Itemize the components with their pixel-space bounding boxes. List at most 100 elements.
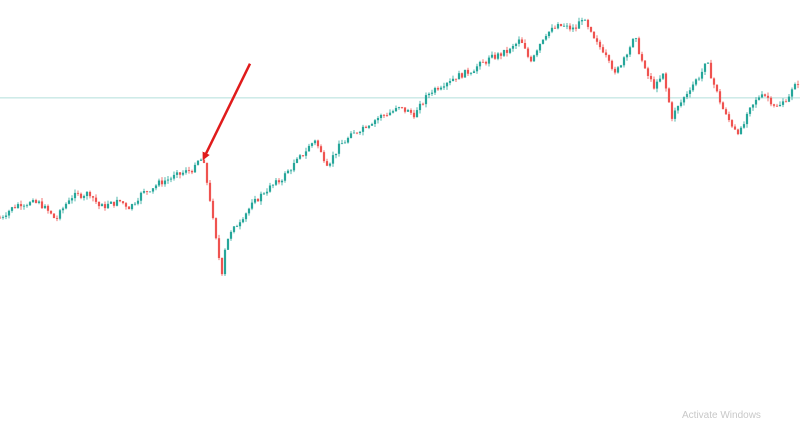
candle bbox=[709, 59, 713, 79]
candle bbox=[772, 103, 776, 108]
candle bbox=[76, 190, 80, 196]
candle-body bbox=[355, 132, 359, 134]
candle bbox=[529, 55, 533, 63]
candle-body bbox=[274, 180, 278, 185]
candle bbox=[19, 200, 23, 210]
candle bbox=[736, 128, 740, 136]
candle-body bbox=[592, 31, 596, 39]
candle-body bbox=[763, 94, 767, 96]
candle-body bbox=[34, 200, 38, 203]
candle-body bbox=[340, 143, 344, 145]
candle-body bbox=[580, 20, 584, 22]
candle-body bbox=[643, 60, 647, 69]
candle bbox=[385, 112, 389, 117]
candle-body bbox=[412, 112, 416, 118]
candle bbox=[499, 52, 503, 60]
candle bbox=[421, 102, 425, 106]
candle bbox=[229, 230, 233, 241]
candle-body bbox=[478, 61, 482, 67]
candle-body bbox=[619, 65, 623, 68]
candle bbox=[49, 210, 53, 215]
candle bbox=[160, 177, 164, 187]
candle-body bbox=[463, 69, 467, 78]
candle-body bbox=[55, 218, 59, 219]
candle-body bbox=[784, 101, 788, 103]
candle-body bbox=[148, 191, 152, 193]
candle bbox=[781, 98, 785, 108]
candle bbox=[451, 75, 455, 82]
candle bbox=[331, 151, 335, 167]
candle bbox=[784, 99, 788, 103]
candle bbox=[796, 80, 800, 89]
candle-body bbox=[331, 155, 335, 164]
candle bbox=[148, 191, 152, 193]
candle bbox=[415, 107, 419, 118]
candle bbox=[388, 109, 392, 116]
candle-body bbox=[79, 193, 83, 198]
candle-body bbox=[379, 114, 383, 119]
candle-body bbox=[373, 120, 377, 125]
candle bbox=[328, 162, 332, 168]
candle-body bbox=[571, 27, 575, 30]
candle-body bbox=[241, 219, 245, 223]
candle-body bbox=[82, 196, 86, 198]
candle-body bbox=[85, 191, 89, 197]
candle-body bbox=[310, 143, 314, 146]
candle bbox=[733, 124, 737, 131]
candle-body bbox=[337, 143, 341, 154]
candle bbox=[286, 169, 290, 174]
candle bbox=[466, 67, 470, 76]
candle bbox=[139, 191, 143, 205]
candle bbox=[577, 17, 581, 29]
candle-body bbox=[595, 38, 599, 42]
candle-body bbox=[256, 198, 260, 202]
candle-body bbox=[508, 48, 512, 53]
candle-body bbox=[622, 57, 626, 66]
candle bbox=[271, 184, 275, 189]
candle-body bbox=[499, 53, 503, 56]
candle bbox=[406, 108, 410, 112]
candle-body bbox=[745, 113, 749, 125]
candle bbox=[553, 25, 557, 29]
candle bbox=[79, 192, 83, 200]
candle-body bbox=[289, 170, 293, 172]
candle-body bbox=[661, 73, 665, 79]
candle-body bbox=[418, 103, 422, 111]
candle bbox=[10, 206, 14, 213]
candle-body bbox=[721, 102, 725, 110]
candle bbox=[1, 215, 5, 220]
candle-body bbox=[709, 62, 713, 79]
candle bbox=[13, 204, 17, 209]
candle-body bbox=[247, 208, 251, 214]
candle-body bbox=[19, 204, 23, 207]
candle bbox=[745, 112, 749, 128]
candle-body bbox=[151, 188, 155, 192]
candle bbox=[568, 23, 572, 32]
candle bbox=[334, 153, 338, 159]
candle bbox=[760, 91, 764, 99]
candle bbox=[166, 175, 170, 184]
candle-body bbox=[688, 90, 692, 94]
candle-body bbox=[178, 172, 182, 175]
candle-body bbox=[652, 79, 656, 89]
candle bbox=[571, 24, 575, 33]
candle bbox=[400, 106, 404, 109]
candle-body bbox=[223, 249, 227, 275]
candle bbox=[520, 37, 524, 44]
candle bbox=[523, 39, 527, 49]
candle bbox=[691, 81, 695, 92]
candle-body bbox=[772, 104, 776, 106]
candle bbox=[34, 198, 38, 204]
candle-body bbox=[679, 102, 683, 106]
candle bbox=[28, 201, 32, 206]
candle-body bbox=[520, 39, 524, 44]
candle-body bbox=[43, 205, 47, 209]
candle-body bbox=[538, 43, 542, 51]
candle bbox=[478, 60, 482, 70]
candle-body bbox=[529, 56, 533, 62]
candle bbox=[676, 105, 680, 114]
candle-body bbox=[496, 53, 500, 59]
candle-body bbox=[400, 107, 404, 108]
candle-body bbox=[766, 95, 770, 98]
candle bbox=[247, 207, 251, 216]
